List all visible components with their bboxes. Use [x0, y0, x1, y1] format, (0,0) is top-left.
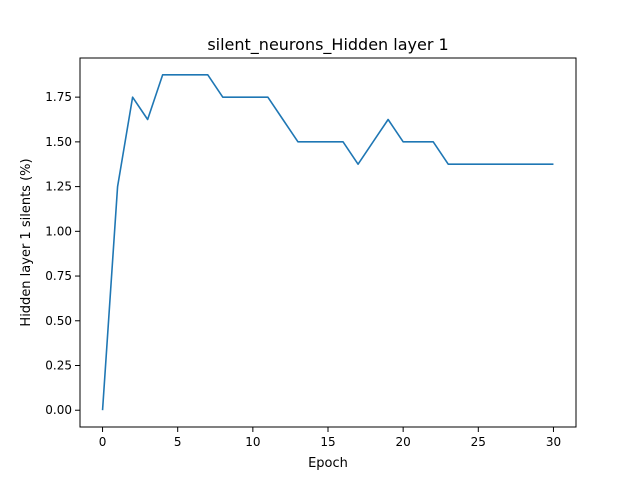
x-axis-ticks: 0 5 10 15 20 25 30 [99, 427, 561, 449]
y-tick-label: 1.50 [45, 135, 72, 149]
y-tick-label: 1.25 [45, 180, 72, 194]
series-layer [101, 73, 554, 411]
plot-area [80, 58, 576, 427]
y-axis-label: Hidden layer 1 silents (%) [19, 158, 34, 326]
x-tick-label: 20 [396, 435, 411, 449]
x-tick-label: 25 [471, 435, 486, 449]
x-tick-label: 0 [99, 435, 107, 449]
y-tick-label: 0.50 [45, 314, 72, 328]
y-axis-ticks: 0.00 0.25 0.50 0.75 1.00 1.25 1.50 1.75 [45, 90, 80, 417]
x-tick-label: 5 [174, 435, 182, 449]
x-axis-label: Epoch [308, 456, 348, 471]
x-tick-label: 30 [546, 435, 561, 449]
x-tick-label: 15 [320, 435, 335, 449]
series-line [101, 73, 554, 411]
x-tick-label: 10 [245, 435, 260, 449]
y-tick-label: 0.25 [45, 359, 72, 373]
plot-frame [79, 57, 577, 428]
y-tick-label: 0.00 [45, 403, 72, 417]
y-tick-label: 1.75 [45, 90, 72, 104]
chart-title: silent_neurons_Hidden layer 1 [207, 35, 448, 55]
y-tick-label: 0.75 [45, 269, 72, 283]
y-tick-label: 1.00 [45, 224, 72, 238]
